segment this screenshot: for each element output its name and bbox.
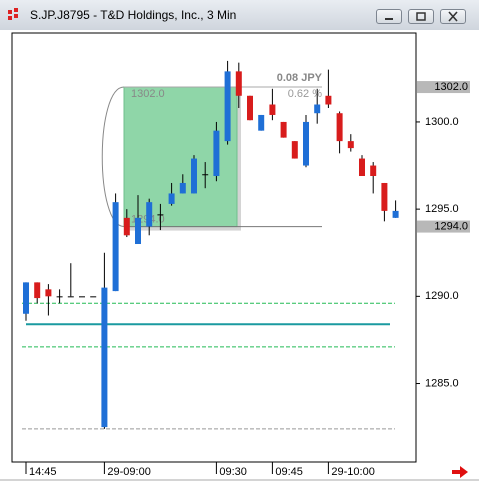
candle-body: [123, 217, 130, 236]
x-tick-label: 09:45: [275, 466, 303, 478]
candle-body: [291, 141, 298, 159]
candle-body: [359, 158, 365, 176]
candle-body: [168, 193, 175, 204]
candle-body: [336, 113, 343, 142]
candle-body: [56, 296, 63, 298]
change-label: 0.08 JPY: [277, 72, 323, 84]
price-marker-label: 1302.0: [434, 81, 468, 93]
candle-body: [325, 95, 332, 105]
candle-body: [23, 282, 29, 314]
candle-body: [202, 174, 209, 176]
candle-body: [45, 289, 52, 297]
candle-body: [79, 296, 85, 298]
range-box: [123, 86, 238, 228]
change-pct-label: 0.62 %: [288, 88, 322, 100]
window-title: S.JP.J8795 - T&D Holdings, Inc., 3 Min: [30, 8, 237, 22]
candle-body: [157, 214, 164, 216]
candle-body: [314, 104, 321, 114]
candle-body: [370, 165, 377, 176]
candle-body: [224, 71, 231, 142]
candle-body: [303, 121, 309, 166]
range-top-label: 1302.0: [131, 88, 165, 100]
app-icon: [8, 8, 18, 20]
price-marker-label: 1294.0: [434, 220, 468, 232]
candle-body: [90, 296, 97, 298]
candle-body: [269, 104, 276, 115]
close-button[interactable]: [440, 9, 466, 24]
candle-body: [67, 296, 74, 298]
maximize-button[interactable]: [408, 9, 434, 24]
candle-body: [213, 130, 220, 176]
candle-body: [112, 202, 119, 292]
candle-body: [179, 182, 186, 194]
candle-body: [258, 114, 265, 131]
candle-body: [247, 95, 253, 121]
candle-body: [392, 210, 399, 218]
price-marker: [417, 220, 470, 233]
candle-body: [146, 202, 153, 227]
candle-body: [235, 71, 242, 96]
candle-body: [135, 217, 141, 245]
y-tick-label: 1295.0: [425, 203, 459, 215]
candle-body: [347, 141, 354, 149]
x-tick-label: 29-10:00: [331, 466, 374, 478]
candle-body: [101, 287, 108, 428]
x-tick-label: 09:30: [219, 466, 247, 478]
minimize-button[interactable]: [376, 9, 402, 24]
title-bar: S.JP.J8795 - T&D Holdings, Inc., 3 Min: [0, 0, 479, 30]
y-tick-label: 1285.0: [425, 377, 459, 389]
chart: 1285.0 1290.0 1295.0 1300.0 1302.0 1294.0 0.08…: [0, 30, 479, 486]
y-tick-label: 1290.0: [425, 290, 459, 302]
scroll-arrow[interactable]: [452, 466, 468, 478]
candle-body: [191, 158, 197, 194]
price-marker: [417, 81, 470, 94]
candle-body: [381, 182, 388, 211]
x-tick-label: 14:45: [29, 466, 57, 478]
candle-body: [280, 121, 287, 138]
y-tick-label: 1300.0: [425, 116, 459, 128]
x-tick-label: 29-09:00: [107, 466, 150, 478]
candle-body: [34, 282, 41, 299]
